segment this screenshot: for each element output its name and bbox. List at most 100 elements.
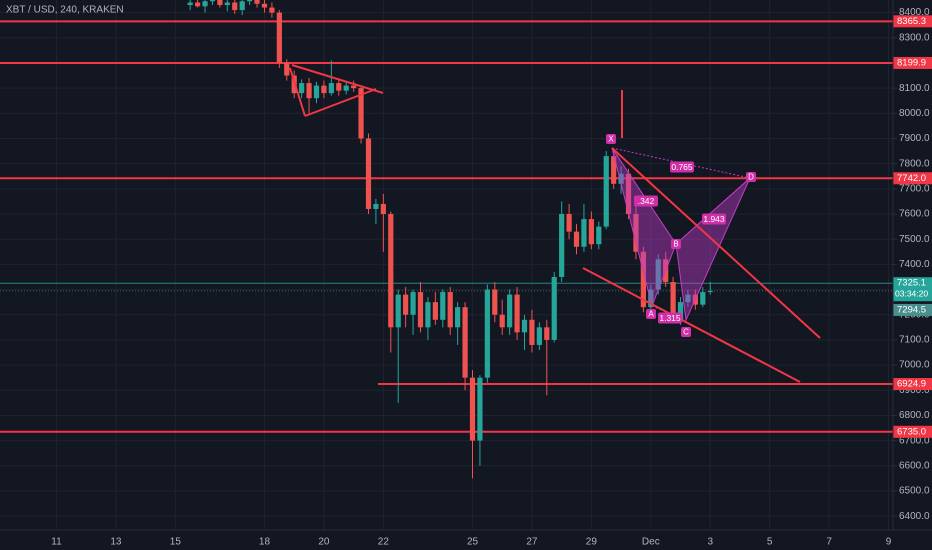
pattern-point-label: D — [748, 173, 754, 182]
pattern-bd — [675, 177, 751, 245]
candle-body — [633, 214, 639, 252]
candle-body — [559, 214, 565, 277]
close-price-label: 7294.5 — [897, 304, 926, 315]
y-tick-label: 6800.0 — [899, 410, 930, 421]
candle-body — [209, 0, 216, 2]
x-tick-label: 20 — [318, 537, 330, 548]
pattern-xd — [611, 147, 751, 179]
y-tick-label: 7900.0 — [899, 133, 930, 144]
pattern-point-box — [746, 172, 756, 182]
candle-body — [410, 292, 416, 315]
candle-body — [670, 281, 676, 320]
candle-body — [707, 290, 713, 293]
candle-body — [700, 292, 706, 305]
y-tick-label: 8300.0 — [899, 32, 930, 43]
pattern-point-box — [606, 134, 616, 144]
candle-body — [373, 203, 379, 209]
candle-body — [247, 0, 253, 2]
trendline — [611, 147, 821, 339]
pattern-point-label: C — [683, 328, 689, 337]
pattern-point-label: X — [608, 135, 614, 144]
pattern-ratio-label: 0.765 — [671, 162, 693, 172]
candle-body — [544, 327, 550, 340]
level-label-box — [893, 425, 932, 438]
pattern-ratio-label: 1.315 — [659, 313, 681, 323]
x-tick-label: 9 — [886, 537, 892, 548]
y-tick-label: 7800.0 — [899, 158, 930, 169]
pattern-ratio-label: .342 — [638, 196, 655, 206]
candle-body — [529, 319, 535, 345]
candle-body — [417, 292, 424, 328]
candle-body — [388, 214, 394, 328]
candle-body — [328, 83, 334, 94]
candle-body — [677, 302, 684, 320]
candle-body — [232, 2, 238, 11]
pattern-ratio-box — [702, 213, 726, 225]
candle-body — [618, 173, 624, 184]
trendline — [289, 67, 306, 117]
x-tick-label: 11 — [51, 537, 62, 548]
candle-body — [603, 156, 609, 227]
candle-body — [284, 62, 290, 76]
candle-body — [432, 302, 438, 320]
candle-body — [536, 327, 542, 345]
candle-body — [588, 219, 594, 245]
x-tick-label: 29 — [586, 537, 598, 548]
y-tick-label: 6700.0 — [899, 435, 930, 446]
candle-body — [685, 294, 691, 303]
y-tick-label: 8100.0 — [899, 83, 930, 94]
candle-body — [462, 307, 468, 378]
y-tick-label: 7500.0 — [899, 234, 930, 245]
candle-body — [469, 377, 476, 441]
candle-body — [440, 292, 446, 320]
candle-body — [477, 377, 483, 441]
candle-body — [611, 156, 617, 184]
candle-body — [202, 1, 208, 7]
candle-body — [336, 83, 342, 91]
x-tick-label: 7 — [826, 537, 832, 548]
y-tick-label: 7400.0 — [899, 259, 930, 270]
y-tick-label: 7000.0 — [899, 360, 930, 371]
pattern-point-box — [646, 309, 656, 319]
last-price-label: 7325.1 — [897, 278, 926, 289]
candle-body — [269, 7, 275, 13]
x-tick-label: 18 — [259, 537, 271, 548]
candle-body — [581, 219, 587, 247]
candle-body — [239, 1, 245, 11]
x-tick-label: 27 — [526, 537, 538, 548]
candle-body — [380, 203, 386, 215]
candle-body — [313, 85, 320, 99]
candle-body — [395, 294, 401, 328]
x-tick-label: 25 — [467, 537, 479, 548]
candle-body — [648, 289, 654, 308]
y-tick-label: 7700.0 — [899, 183, 930, 194]
pattern-ratio-box — [634, 195, 658, 207]
candles — [187, 0, 713, 479]
candle-body — [276, 12, 282, 63]
level-label: 7742.0 — [897, 173, 926, 184]
candle-body — [596, 226, 602, 245]
y-tick-label: 6600.0 — [899, 460, 930, 471]
drawings — [289, 64, 821, 383]
trendline — [291, 64, 384, 94]
pattern-ratio-box — [658, 312, 682, 324]
candle-body — [625, 173, 632, 215]
grid — [0, 0, 893, 530]
candle-body — [507, 294, 513, 328]
candle-body — [365, 138, 372, 209]
level-label-box — [893, 172, 932, 185]
candle-body — [261, 3, 268, 8]
candle-body — [499, 314, 505, 328]
candle-body — [306, 83, 312, 99]
level-label: 8199.9 — [897, 57, 926, 68]
x-tick-label: 15 — [170, 537, 182, 548]
pattern-point-label: B — [673, 240, 678, 249]
x-tick-label: 13 — [110, 537, 122, 548]
level-label: 8365.3 — [897, 16, 926, 27]
y-tick-label: 6900.0 — [899, 385, 930, 396]
chart-title: XBT / USD, 240, KRAKEN — [6, 5, 124, 16]
candle-body — [455, 307, 461, 328]
candle-body — [447, 292, 453, 328]
trendline — [304, 88, 377, 117]
